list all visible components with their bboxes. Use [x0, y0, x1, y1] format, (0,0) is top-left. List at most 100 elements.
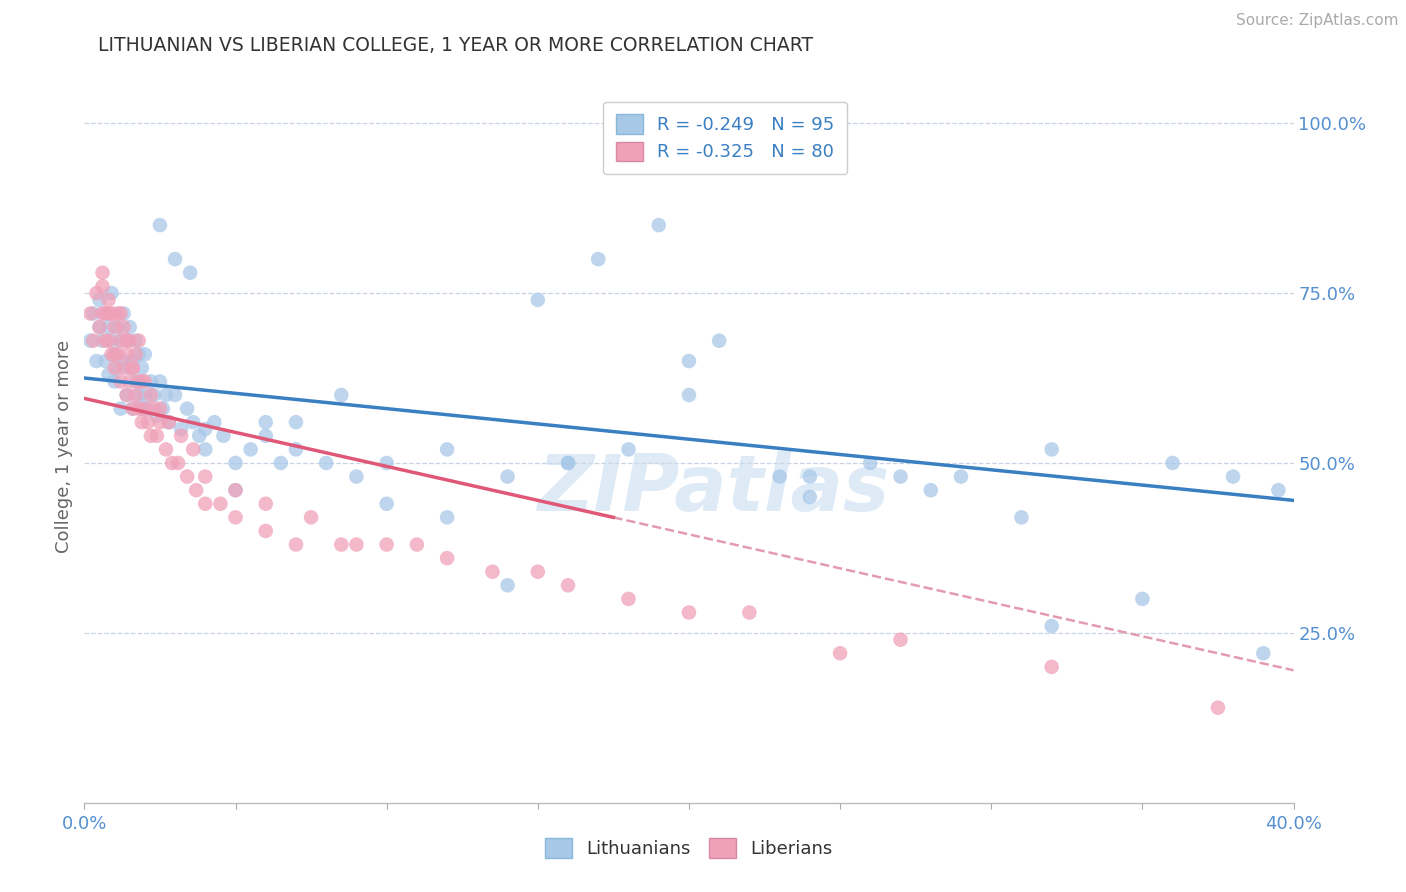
Point	[115, 334, 138, 348]
Point	[588, 252, 610, 266]
Point	[97, 368, 120, 382]
Point	[79, 334, 101, 348]
Point	[678, 354, 700, 368]
Point	[97, 320, 120, 334]
Point	[194, 442, 217, 457]
Point	[254, 429, 277, 443]
Point	[209, 497, 232, 511]
Point	[149, 415, 172, 429]
Point	[112, 360, 135, 375]
Point	[136, 401, 159, 416]
Point	[950, 469, 973, 483]
Point	[738, 606, 761, 620]
Point	[110, 334, 132, 348]
Point	[146, 409, 169, 423]
Point	[134, 375, 156, 389]
Point	[100, 334, 122, 348]
Point	[160, 456, 183, 470]
Point	[104, 320, 127, 334]
Point	[82, 334, 104, 348]
Point	[128, 388, 150, 402]
Point	[890, 469, 912, 483]
Point	[194, 422, 217, 436]
Point	[346, 537, 368, 551]
Point	[94, 306, 117, 320]
Point	[165, 388, 187, 402]
Point	[285, 415, 308, 429]
Point	[1253, 646, 1275, 660]
Point	[139, 375, 162, 389]
Point	[436, 510, 458, 524]
Point	[330, 388, 353, 402]
Point	[104, 360, 127, 375]
Point	[100, 306, 122, 320]
Point	[225, 456, 247, 470]
Point	[157, 415, 180, 429]
Point	[91, 266, 114, 280]
Point	[115, 347, 138, 361]
Point	[648, 218, 671, 232]
Point	[285, 537, 308, 551]
Point	[91, 306, 114, 320]
Point	[118, 320, 141, 334]
Point	[128, 375, 150, 389]
Point	[121, 401, 143, 416]
Point	[239, 442, 262, 457]
Point	[89, 293, 111, 307]
Point	[481, 565, 503, 579]
Point	[107, 347, 129, 361]
Point	[89, 320, 111, 334]
Point	[1040, 442, 1063, 457]
Point	[157, 415, 180, 429]
Point	[139, 388, 162, 402]
Point	[167, 456, 190, 470]
Text: ZIPatlas: ZIPatlas	[537, 450, 889, 527]
Point	[799, 469, 821, 483]
Point	[142, 401, 165, 416]
Point	[149, 401, 172, 416]
Point	[104, 347, 127, 361]
Point	[110, 334, 132, 348]
Point	[769, 469, 792, 483]
Point	[118, 375, 141, 389]
Point	[709, 334, 731, 348]
Point	[110, 306, 132, 320]
Point	[155, 442, 177, 457]
Point	[115, 388, 138, 402]
Point	[100, 347, 122, 361]
Point	[121, 360, 143, 375]
Point	[89, 320, 111, 334]
Point	[254, 415, 277, 429]
Point	[225, 483, 247, 498]
Point	[496, 578, 519, 592]
Point	[375, 497, 398, 511]
Point	[134, 388, 156, 402]
Point	[225, 483, 247, 498]
Point	[136, 415, 159, 429]
Point	[94, 306, 117, 320]
Point	[496, 469, 519, 483]
Point	[194, 497, 217, 511]
Point	[121, 360, 143, 375]
Point	[212, 429, 235, 443]
Point	[270, 456, 292, 470]
Point	[121, 401, 143, 416]
Point	[375, 456, 398, 470]
Point	[1040, 619, 1063, 633]
Text: Source: ZipAtlas.com: Source: ZipAtlas.com	[1236, 13, 1399, 29]
Point	[107, 306, 129, 320]
Point	[112, 354, 135, 368]
Point	[375, 537, 398, 551]
Point	[436, 442, 458, 457]
Point	[179, 266, 201, 280]
Point	[115, 334, 138, 348]
Point	[100, 286, 122, 301]
Point	[86, 354, 108, 368]
Point	[527, 293, 550, 307]
Point	[859, 456, 882, 470]
Point	[330, 537, 353, 551]
Point	[1161, 456, 1184, 470]
Point	[121, 354, 143, 368]
Point	[830, 646, 852, 660]
Point	[131, 401, 153, 416]
